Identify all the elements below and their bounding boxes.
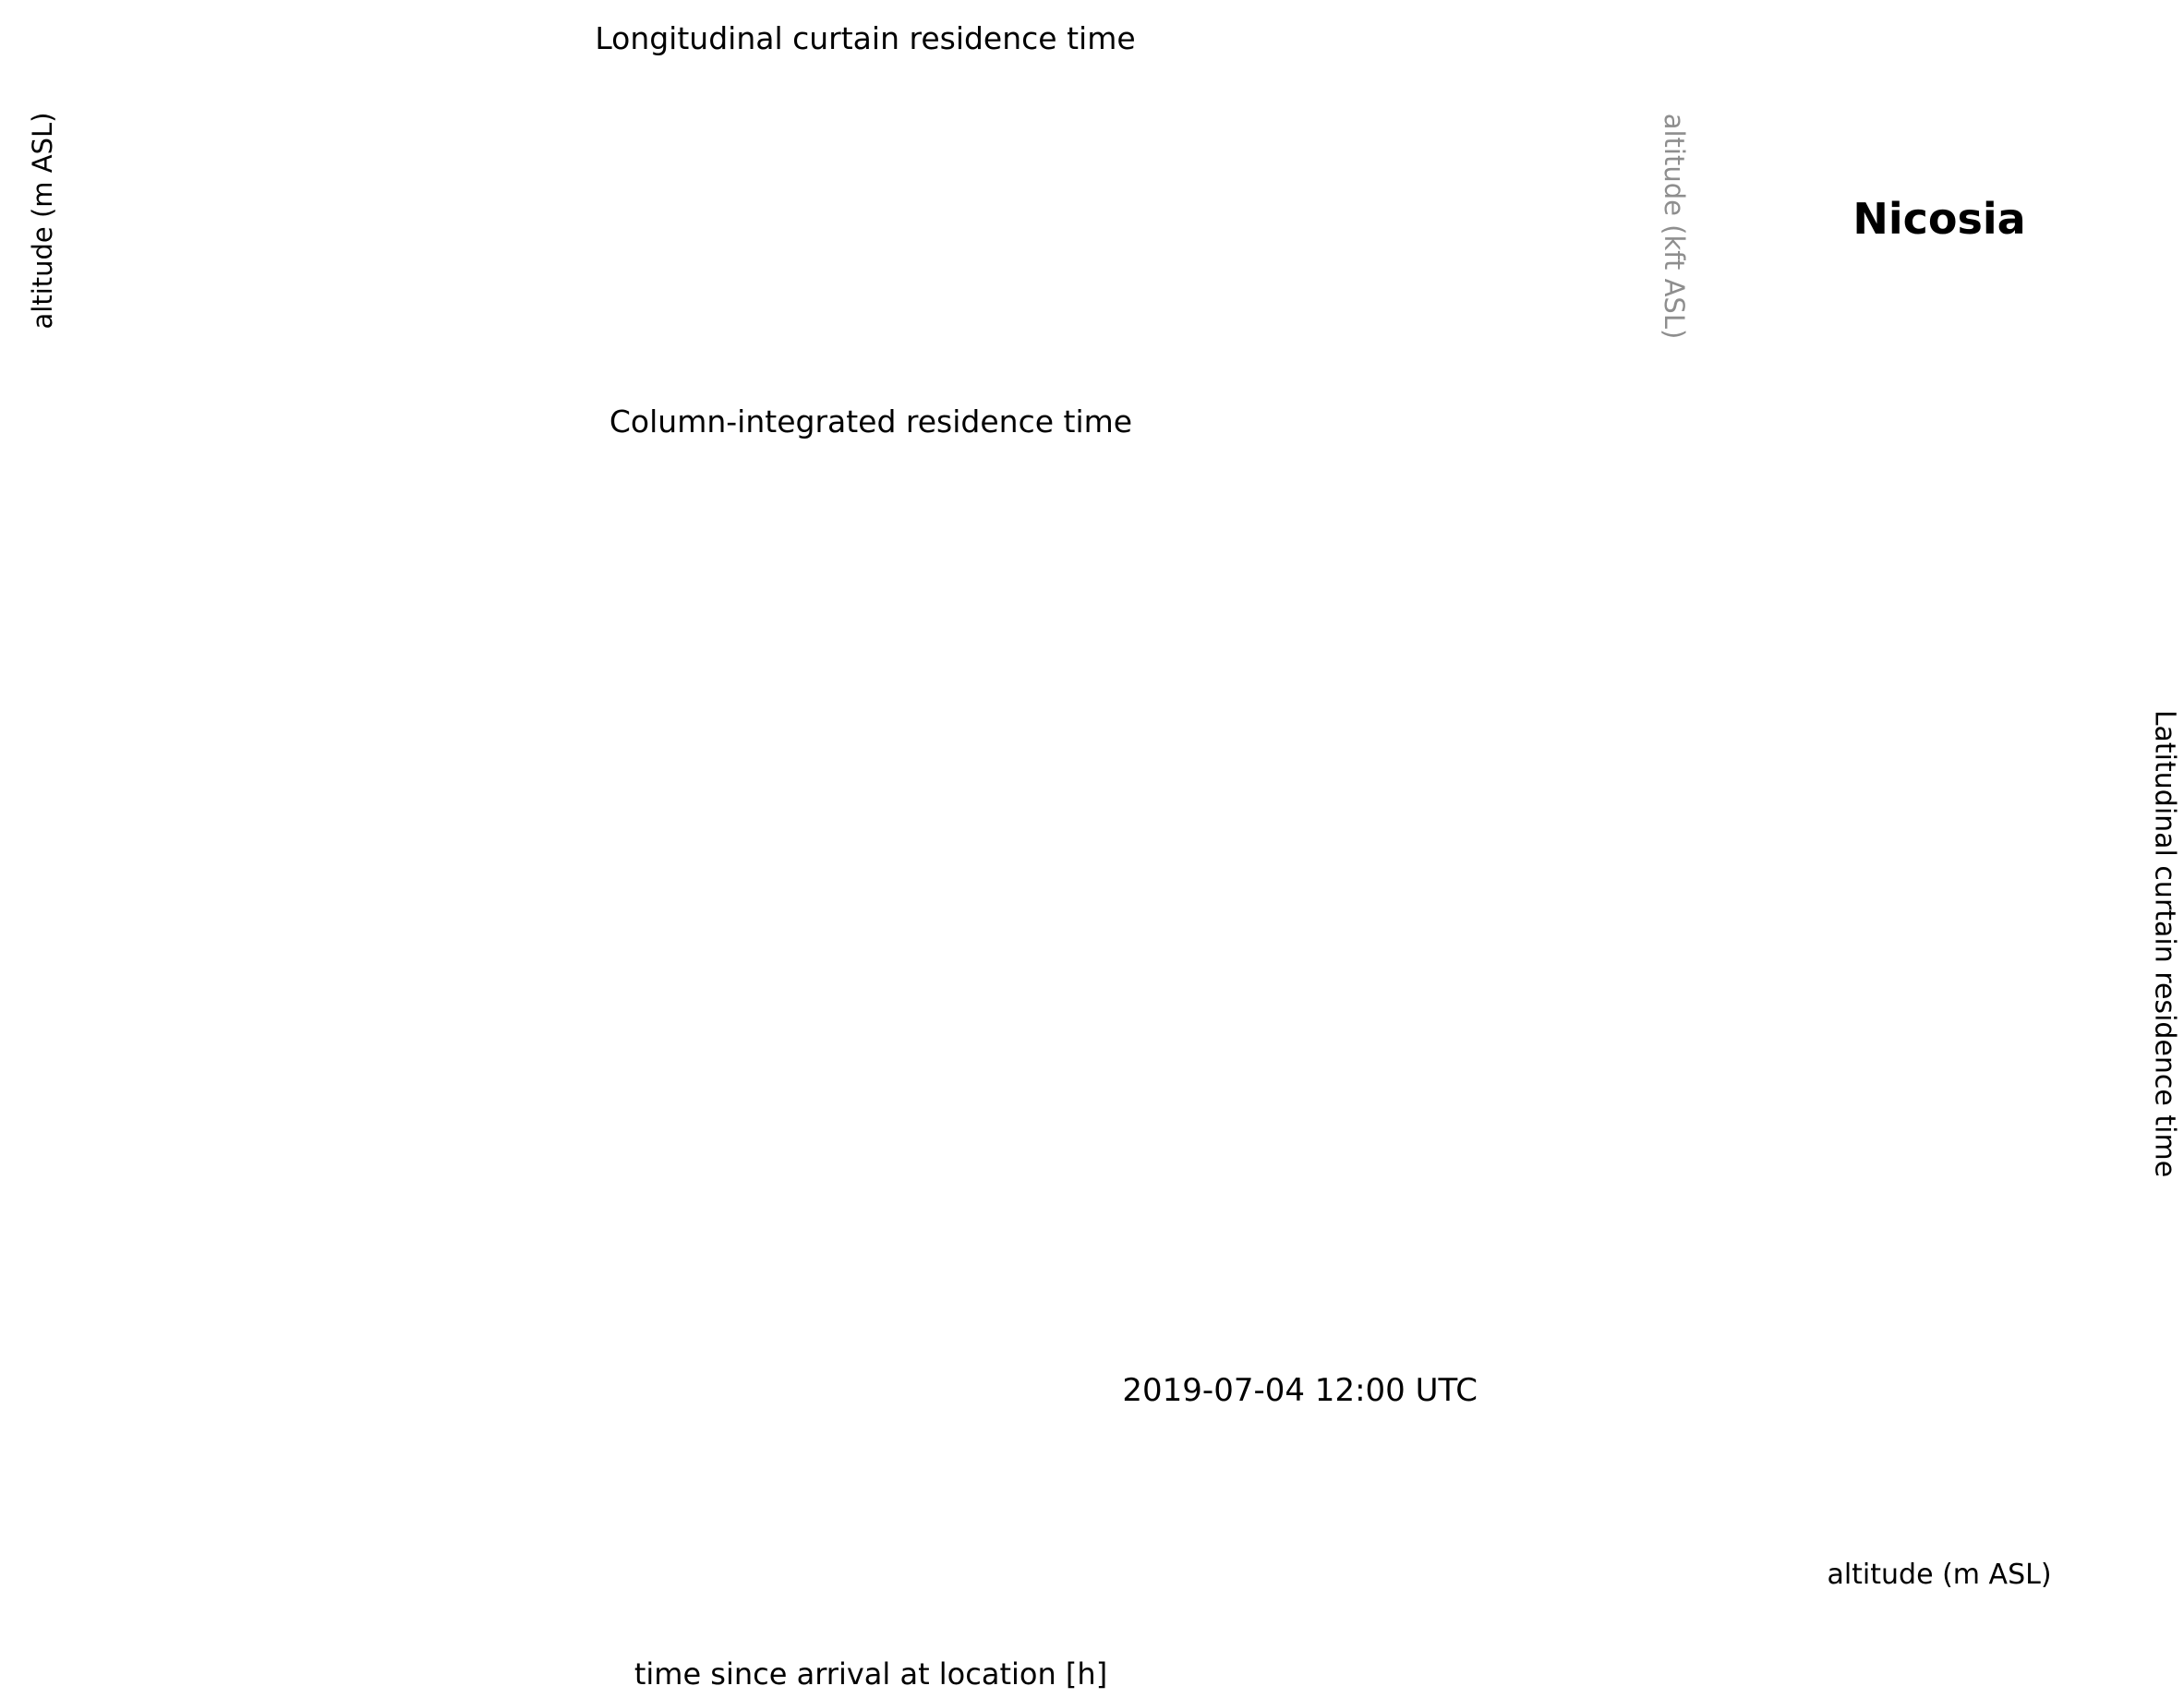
latitudinal-xlabel: altitude (m ASL)	[1827, 1559, 2052, 1591]
colorbar-label: time since arrival at location [h]	[633, 1656, 1108, 1692]
map-panel-title: Column-integrated residence time	[609, 403, 1133, 440]
longitudinal-panel-title: Longitudinal curtain residence time	[595, 20, 1136, 56]
station-title: Nicosia	[1852, 194, 2026, 244]
map-timestamp: 2019-07-04 12:00 UTC	[1122, 1372, 1478, 1409]
